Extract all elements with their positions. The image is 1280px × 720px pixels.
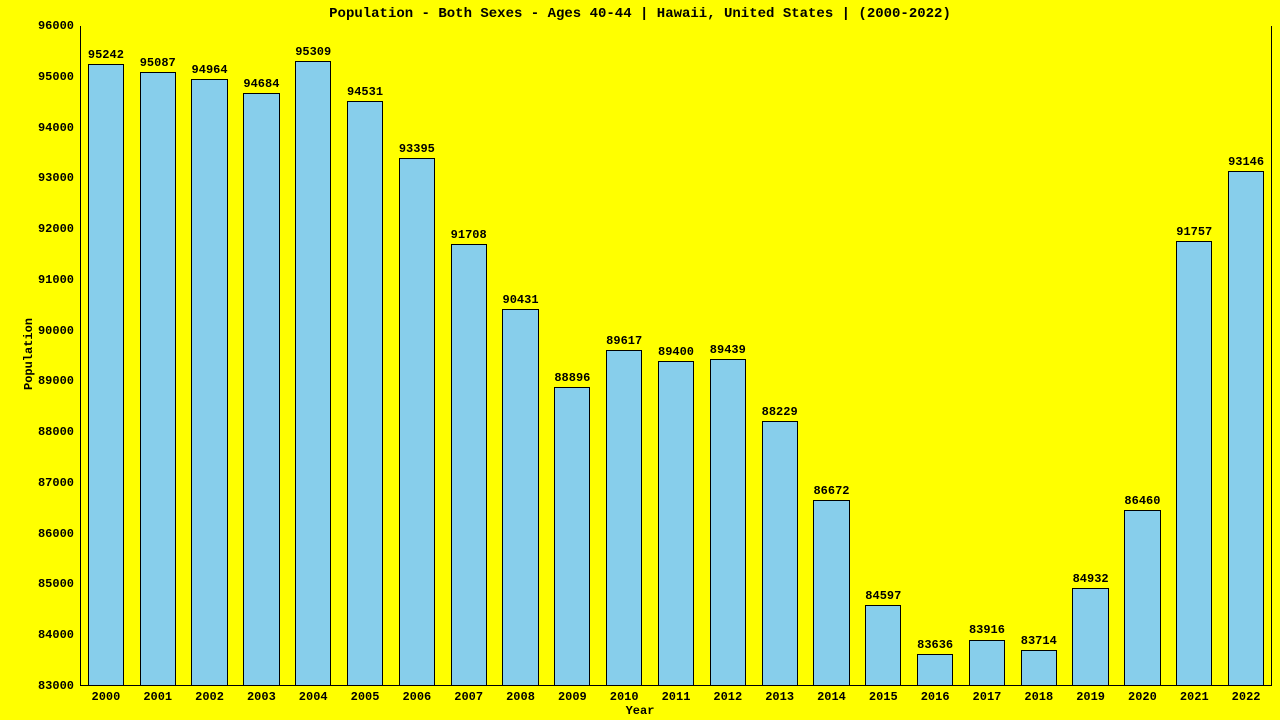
bar (1124, 510, 1160, 686)
bar-value-label: 94684 (243, 77, 279, 91)
y-tick-label: 95000 (38, 70, 74, 84)
x-tick-label: 2014 (817, 690, 846, 704)
y-tick-label: 96000 (38, 19, 74, 33)
bar-value-label: 89400 (658, 345, 694, 359)
x-tick-label: 2012 (713, 690, 742, 704)
x-tick-label: 2000 (92, 690, 121, 704)
x-tick-label: 2005 (351, 690, 380, 704)
bar-value-label: 89617 (606, 334, 642, 348)
x-tick-label: 2017 (973, 690, 1002, 704)
bar-value-label: 90431 (503, 293, 539, 307)
y-tick-label: 83000 (38, 679, 74, 693)
bar-value-label: 93146 (1228, 155, 1264, 169)
bar (710, 359, 746, 686)
bar-value-label: 89439 (710, 343, 746, 357)
bar-value-label: 94964 (192, 63, 228, 77)
x-tick-label: 2001 (143, 690, 172, 704)
bar (813, 500, 849, 686)
y-tick-label: 86000 (38, 527, 74, 541)
x-tick-label: 2009 (558, 690, 587, 704)
bar-value-label: 83714 (1021, 634, 1057, 648)
bar (917, 654, 953, 686)
bar (1228, 171, 1264, 686)
bar-value-label: 91708 (451, 228, 487, 242)
bar-value-label: 83636 (917, 638, 953, 652)
bar-value-label: 88229 (762, 405, 798, 419)
bar (969, 640, 1005, 687)
x-tick-label: 2016 (921, 690, 950, 704)
bar (347, 101, 383, 686)
bar (1072, 588, 1108, 686)
y-tick-label: 89000 (38, 374, 74, 388)
x-tick-label: 2013 (765, 690, 794, 704)
bar (1021, 650, 1057, 686)
y-tick-label: 85000 (38, 577, 74, 591)
x-tick-label: 2008 (506, 690, 535, 704)
bar (554, 387, 590, 686)
y-tick-label: 84000 (38, 628, 74, 642)
y-axis-label: Population (22, 318, 36, 390)
bar (295, 61, 331, 686)
bar-value-label: 95087 (140, 56, 176, 70)
x-tick-label: 2004 (299, 690, 328, 704)
bar (606, 350, 642, 686)
bar (191, 79, 227, 686)
bar (1176, 241, 1212, 686)
x-tick-label: 2010 (610, 690, 639, 704)
y-axis-line-right (1271, 26, 1272, 686)
y-tick-label: 92000 (38, 222, 74, 236)
x-tick-label: 2020 (1128, 690, 1157, 704)
x-tick-label: 2003 (247, 690, 276, 704)
bar (762, 421, 798, 686)
x-tick-label: 2006 (402, 690, 431, 704)
bar-value-label: 93395 (399, 142, 435, 156)
y-tick-label: 93000 (38, 171, 74, 185)
bar (502, 309, 538, 686)
x-tick-label: 2022 (1232, 690, 1261, 704)
y-tick-label: 90000 (38, 324, 74, 338)
chart-container: Population - Both Sexes - Ages 40-44 | H… (0, 0, 1280, 720)
bar (658, 361, 694, 686)
bar (399, 158, 435, 686)
plot-area: 8300084000850008600087000880008900090000… (80, 26, 1272, 686)
y-axis-line-left (80, 26, 81, 686)
y-tick-label: 91000 (38, 273, 74, 287)
bar (88, 64, 124, 686)
bar (243, 93, 279, 686)
bar (865, 605, 901, 686)
x-axis-label: Year (0, 704, 1280, 718)
x-tick-label: 2019 (1076, 690, 1105, 704)
y-tick-label: 88000 (38, 425, 74, 439)
y-tick-label: 94000 (38, 121, 74, 135)
chart-title: Population - Both Sexes - Ages 40-44 | H… (0, 6, 1280, 22)
bar-value-label: 86672 (813, 484, 849, 498)
bar-value-label: 84597 (865, 589, 901, 603)
bar-value-label: 86460 (1124, 494, 1160, 508)
bar-value-label: 95242 (88, 48, 124, 62)
bar-value-label: 94531 (347, 85, 383, 99)
x-tick-label: 2018 (1024, 690, 1053, 704)
x-tick-label: 2011 (662, 690, 691, 704)
x-tick-label: 2002 (195, 690, 224, 704)
x-tick-label: 2015 (869, 690, 898, 704)
x-tick-label: 2007 (454, 690, 483, 704)
bar-value-label: 91757 (1176, 225, 1212, 239)
bar-value-label: 95309 (295, 45, 331, 59)
x-tick-label: 2021 (1180, 690, 1209, 704)
bar (140, 72, 176, 686)
bar-value-label: 88896 (554, 371, 590, 385)
bar-value-label: 84932 (1073, 572, 1109, 586)
bar-value-label: 83916 (969, 623, 1005, 637)
y-tick-label: 87000 (38, 476, 74, 490)
bar (451, 244, 487, 686)
